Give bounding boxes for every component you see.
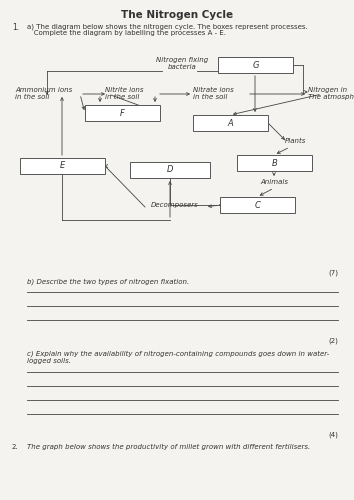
- Text: 1.: 1.: [12, 23, 19, 32]
- Text: (4): (4): [328, 432, 338, 438]
- Text: The graph below shows the productivity of millet grown with different fertiliser: The graph below shows the productivity o…: [27, 444, 310, 450]
- Text: B: B: [272, 158, 278, 168]
- Text: c) Explain why the availability of nitrogen-containing compounds goes down in wa: c) Explain why the availability of nitro…: [27, 350, 329, 364]
- Text: Nitrogen fixing
bacteria: Nitrogen fixing bacteria: [156, 57, 208, 70]
- Bar: [20, 158, 105, 174]
- Bar: [220, 197, 295, 213]
- Text: Nitrogen in
The atmosphere: Nitrogen in The atmosphere: [308, 87, 354, 100]
- Text: D: D: [167, 166, 173, 174]
- Text: Plants: Plants: [285, 138, 306, 144]
- Text: C: C: [255, 200, 261, 209]
- Text: E: E: [60, 162, 65, 170]
- Bar: [85, 105, 160, 121]
- Text: A: A: [228, 118, 233, 128]
- Bar: [218, 57, 293, 73]
- Text: Ammonium ions
in the soil: Ammonium ions in the soil: [15, 87, 72, 100]
- Text: G: G: [252, 60, 259, 70]
- Text: F: F: [120, 108, 125, 118]
- Bar: [130, 162, 210, 178]
- Text: b) Describe the two types of nitrogen fixation.: b) Describe the two types of nitrogen fi…: [27, 278, 189, 284]
- Text: Decomposers: Decomposers: [151, 202, 199, 208]
- Bar: [237, 155, 312, 171]
- Text: Animals: Animals: [260, 179, 288, 185]
- Bar: [193, 115, 268, 131]
- Text: 2.: 2.: [12, 444, 19, 450]
- Text: The Nitrogen Cycle: The Nitrogen Cycle: [121, 10, 233, 20]
- Text: a) The diagram below shows the nitrogen cycle. The boxes represent processes.
  : a) The diagram below shows the nitrogen …: [27, 23, 308, 36]
- Text: Nitrate ions
in the soil: Nitrate ions in the soil: [193, 87, 234, 100]
- Text: Nitrite ions
in the soil: Nitrite ions in the soil: [105, 87, 143, 100]
- Text: (2): (2): [328, 338, 338, 344]
- Text: (7): (7): [328, 270, 338, 276]
